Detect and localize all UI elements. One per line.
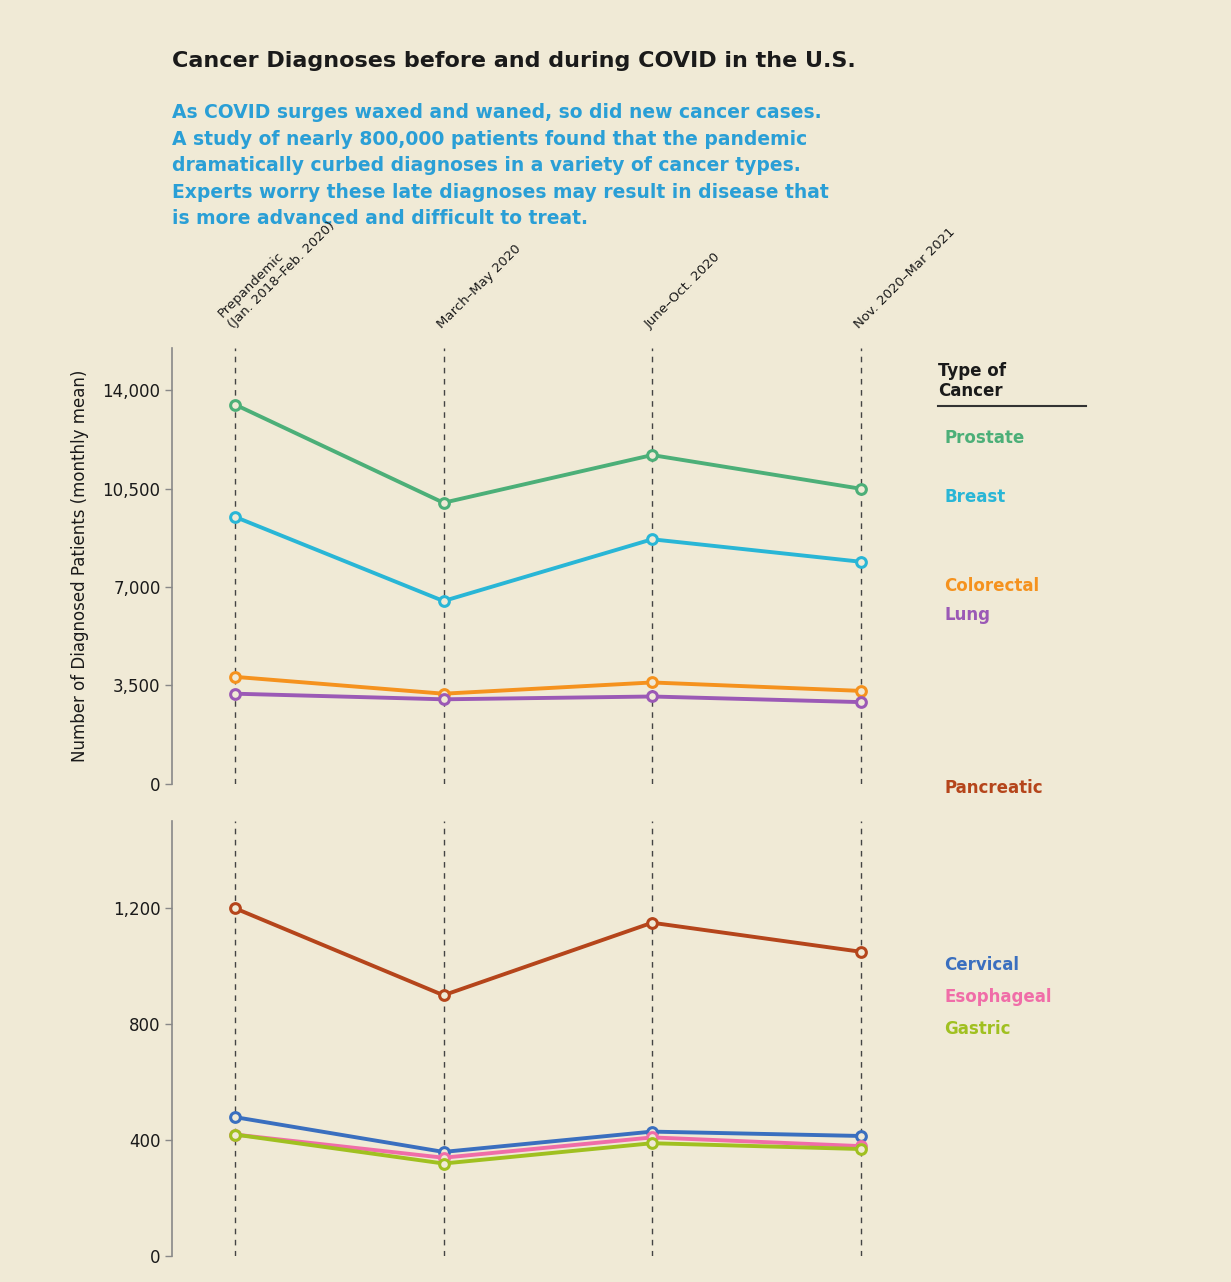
Text: Nov. 2020–Mar 2021: Nov. 2020–Mar 2021: [852, 226, 958, 331]
Text: Prostate: Prostate: [944, 429, 1024, 447]
Text: Colorectal: Colorectal: [944, 577, 1039, 595]
Text: Type of
Cancer: Type of Cancer: [938, 362, 1006, 400]
Text: Cervical: Cervical: [944, 956, 1019, 974]
Text: June–Oct. 2020: June–Oct. 2020: [643, 250, 724, 331]
Text: Esophageal: Esophageal: [944, 988, 1051, 1006]
Text: Gastric: Gastric: [944, 1020, 1011, 1038]
Text: March–May 2020: March–May 2020: [435, 242, 523, 331]
Text: As COVID surges waxed and waned, so did new cancer cases.
A study of nearly 800,: As COVID surges waxed and waned, so did …: [172, 103, 830, 228]
Y-axis label: Number of Diagnosed Patients (monthly mean): Number of Diagnosed Patients (monthly me…: [70, 369, 89, 762]
Text: Prepandemic
(Jan. 2018–Feb. 2020): Prepandemic (Jan. 2018–Feb. 2020): [215, 209, 337, 331]
Text: Pancreatic: Pancreatic: [944, 779, 1043, 797]
Text: Breast: Breast: [944, 488, 1006, 506]
Text: Cancer Diagnoses before and during COVID in the U.S.: Cancer Diagnoses before and during COVID…: [172, 51, 856, 72]
Text: Lung: Lung: [944, 606, 990, 624]
